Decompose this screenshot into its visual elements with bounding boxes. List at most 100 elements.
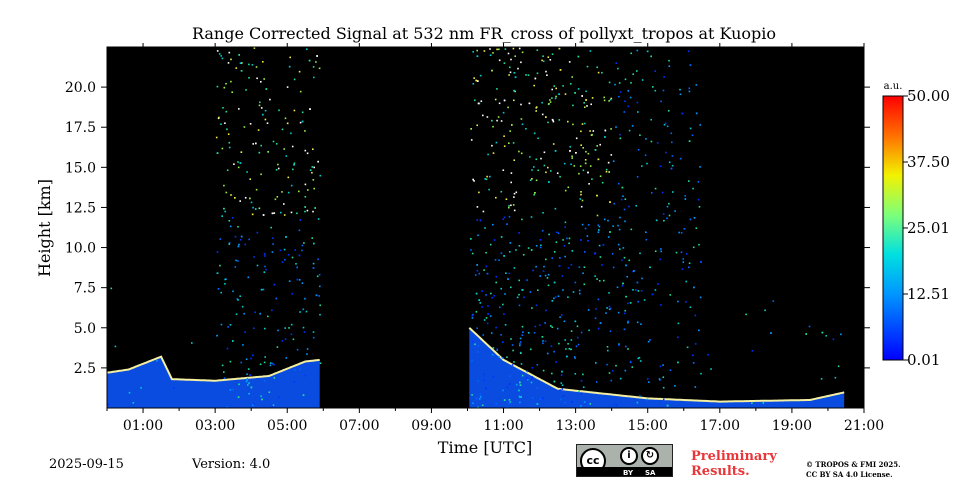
signal-pixel [265, 88, 268, 90]
signal-pixel [518, 150, 520, 153]
signal-pixel [510, 204, 512, 207]
signal-pixel [619, 133, 621, 136]
signal-pixel [772, 300, 775, 302]
signal-pixel [520, 103, 522, 106]
signal-pixel [628, 259, 630, 262]
signal-pixel [606, 346, 609, 348]
signal-pixel [228, 146, 231, 149]
signal-pixel [551, 300, 554, 302]
signal-pixel [624, 220, 626, 223]
signal-pixel [834, 376, 837, 379]
signal-pixel [477, 102, 480, 105]
signal-pixel [577, 343, 580, 346]
signal-pixel [477, 80, 479, 82]
y-axis-label: Height [km] [35, 179, 54, 277]
signal-pixel [249, 197, 251, 200]
signal-pixel [312, 331, 315, 333]
signal-pixel [688, 266, 690, 269]
signal-pixel [519, 396, 521, 398]
signal-pixel [217, 117, 220, 120]
signal-pixel [575, 137, 578, 140]
signal-pixel [574, 373, 577, 375]
signal-pixel [309, 169, 312, 171]
signal-pixel [472, 178, 474, 181]
signal-pixel [535, 158, 538, 161]
signal-pixel [307, 189, 309, 191]
signal-pixel [470, 128, 472, 130]
signal-pixel [692, 354, 694, 357]
signal-pixel [492, 223, 494, 226]
signal-pixel [220, 323, 223, 326]
signal-pixel [500, 236, 503, 238]
signal-pixel [232, 216, 234, 219]
signal-pixel [475, 292, 478, 295]
signal-pixel [541, 113, 544, 116]
signal-pixel [633, 270, 635, 272]
signal-pixel [667, 110, 670, 112]
signal-pixel [603, 218, 606, 221]
signal-pixel [474, 343, 476, 346]
signal-pixel [570, 83, 572, 85]
signal-pixel [688, 87, 691, 90]
signal-pixel [256, 77, 258, 80]
x-axis: 01:00 03:00 05:00 07:00 09:00 11:00 13:00 15:00… [106, 43, 884, 434]
signal-pixel [563, 162, 566, 165]
signal-pixel [594, 149, 597, 151]
signal-pixel [674, 385, 676, 387]
signal-pixel [598, 280, 601, 282]
signal-pixel [688, 140, 691, 142]
signal-pixel [623, 111, 626, 113]
signal-pixel [530, 348, 532, 351]
signal-pixel [293, 381, 296, 383]
signal-pixel [580, 193, 582, 196]
signal-pixel [545, 309, 547, 312]
signal-pixel [472, 83, 475, 85]
signal-pixel [557, 295, 560, 297]
signal-pixel [236, 298, 239, 300]
signal-pixel [541, 336, 544, 338]
signal-pixel [558, 47, 561, 50]
signal-pixel [515, 191, 518, 194]
signal-pixel [529, 179, 532, 181]
signal-pixel [568, 61, 571, 63]
signal-pixel [235, 259, 237, 262]
signal-pixel [298, 279, 301, 281]
signal-pixel [643, 299, 646, 301]
signal-pixel [479, 396, 482, 398]
signal-pixel [557, 232, 560, 234]
signal-pixel [521, 325, 524, 328]
signal-pixel [594, 252, 596, 255]
signal-pixel [269, 98, 271, 101]
signal-pixel [683, 228, 686, 230]
signal-pixel [624, 198, 627, 200]
signal-pixel [240, 361, 242, 364]
signal-pixel [156, 360, 158, 362]
signal-pixel [513, 89, 515, 92]
signal-pixel [529, 291, 532, 293]
date-label: 2025-09-15 [49, 457, 124, 472]
signal-pixel [510, 172, 513, 174]
signal-pixel [571, 250, 574, 252]
signal-pixel [688, 180, 690, 182]
signal-pixel [621, 285, 624, 287]
signal-pixel [609, 330, 612, 332]
signal-pixel [552, 143, 555, 145]
signal-pixel [688, 262, 691, 264]
signal-pixel [517, 368, 519, 371]
signal-pixel [608, 171, 610, 173]
signal-pixel [625, 264, 627, 267]
signal-pixel [625, 295, 627, 298]
signal-pixel [298, 70, 301, 73]
signal-pixel [509, 71, 512, 74]
signal-pixel [605, 170, 608, 173]
signal-pixel [560, 382, 563, 384]
signal-pixel [699, 296, 702, 299]
signal-pixel [539, 398, 542, 400]
signal-pixel [581, 223, 584, 226]
signal-pixel [612, 225, 614, 227]
signal-pixel [564, 221, 567, 224]
cc-license-badge[interactable]: cc i ↻ BY SA [576, 444, 673, 477]
signal-pixel [250, 386, 253, 389]
signal-pixel [617, 243, 620, 246]
signal-pixel [218, 116, 220, 119]
